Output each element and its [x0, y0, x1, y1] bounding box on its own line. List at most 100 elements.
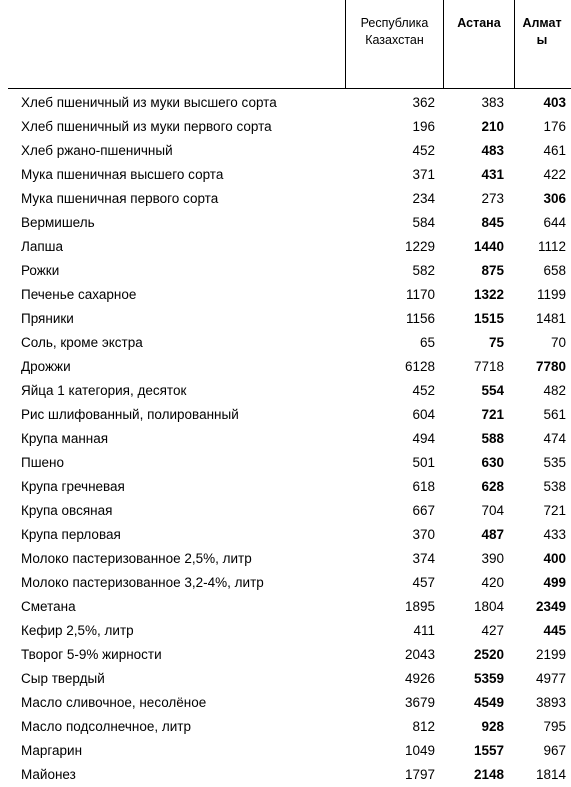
cell-value: 273	[481, 191, 504, 206]
row-label: Крупа гречневая	[21, 479, 125, 494]
row-label: Рис шлифованный, полированный	[21, 407, 239, 422]
cell-value: 420	[481, 575, 504, 590]
cell-value: 433	[543, 527, 566, 542]
row-label: Молоко пастеризованное 2,5%, литр	[21, 551, 252, 566]
row-label: Творог 5-9% жирности	[21, 647, 162, 662]
column-rule	[443, 0, 444, 88]
cell-value: 4549	[473, 695, 504, 710]
cell-value: 1814	[535, 767, 566, 782]
row-label: Мука пшеничная высшего сорта	[21, 167, 224, 182]
row-label: Сыр твердый	[21, 671, 105, 686]
row-label: Сметана	[21, 599, 76, 614]
cell-value: 474	[543, 431, 566, 446]
cell-value: 65	[419, 335, 435, 350]
cell-value: 374	[412, 551, 435, 566]
cell-value: 362	[412, 95, 435, 110]
cell-value: 445	[543, 623, 566, 638]
cell-value: 1515	[473, 311, 504, 326]
column-rule	[345, 0, 346, 88]
cell-value: 499	[543, 575, 566, 590]
cell-value: 1170	[405, 287, 435, 302]
cell-value: 75	[488, 335, 504, 350]
cell-value: 2043	[404, 647, 435, 662]
row-label: Хлеб пшеничный из муки первого сорта	[21, 119, 272, 134]
cell-value: 721	[481, 407, 504, 422]
cell-value: 1322	[473, 287, 504, 302]
cell-value: 812	[412, 719, 435, 734]
row-label: Яйца 1 категория, десяток	[21, 383, 187, 398]
cell-value: 2148	[473, 767, 504, 782]
cell-value: 1797	[404, 767, 435, 782]
cell-value: 1156	[405, 311, 435, 326]
cell-value: 176	[543, 119, 566, 134]
row-label: Рожки	[21, 263, 60, 278]
cell-value: 196	[412, 119, 435, 134]
cell-value: 70	[550, 335, 566, 350]
cell-value: 234	[412, 191, 435, 206]
cell-value: 588	[481, 431, 504, 446]
cell-value: 6128	[404, 359, 435, 374]
row-label: Хлеб пшеничный из муки высшего сорта	[21, 95, 277, 110]
cell-value: 487	[481, 527, 504, 542]
cell-value: 561	[543, 407, 566, 422]
cell-value: 1895	[404, 599, 435, 614]
cell-value: 554	[481, 383, 504, 398]
row-label: Пряники	[21, 311, 74, 326]
row-label: Пшено	[21, 455, 65, 470]
cell-value: 1440	[473, 239, 504, 254]
cell-value: 1481	[535, 311, 566, 326]
cell-value: 7780	[535, 359, 566, 374]
cell-value: 461	[543, 143, 566, 158]
row-label: Кефир 2,5%, литр	[21, 623, 134, 638]
cell-value: 967	[543, 743, 566, 758]
cell-value: 604	[412, 407, 435, 422]
cell-value: 422	[543, 167, 566, 182]
row-label: Молоко пастеризованное 3,2-4%, литр	[21, 575, 264, 590]
cell-value: 630	[481, 455, 504, 470]
cell-value: 390	[481, 551, 504, 566]
cell-value: 628	[481, 479, 504, 494]
cell-value: 5359	[473, 671, 504, 686]
cell-value: 1112	[537, 239, 566, 254]
cell-value: 483	[481, 143, 504, 158]
cell-value: 1049	[404, 743, 435, 758]
row-label: Крупа манная	[21, 431, 109, 446]
header-rule	[8, 88, 571, 89]
cell-value: 3679	[404, 695, 435, 710]
cell-value: 2199	[535, 647, 566, 662]
cell-value: 370	[412, 527, 435, 542]
cell-value: 1804	[473, 599, 504, 614]
cell-value: 494	[412, 431, 435, 446]
cell-value: 875	[481, 263, 504, 278]
cell-value: 4926	[404, 671, 435, 686]
row-label: Печенье сахарное	[21, 287, 137, 302]
cell-value: 400	[543, 551, 566, 566]
cell-value: 210	[481, 119, 504, 134]
row-label: Маргарин	[21, 743, 83, 758]
cell-value: 403	[543, 95, 566, 110]
cell-value: 306	[543, 191, 566, 206]
cell-value: 4977	[535, 671, 566, 686]
cell-value: 501	[412, 455, 435, 470]
row-label: Крупа перловая	[21, 527, 121, 542]
column-header: Алматы	[522, 16, 562, 47]
row-label: Майонез	[21, 767, 76, 782]
cell-value: 667	[412, 503, 435, 518]
cell-value: 383	[481, 95, 504, 110]
cell-value: 452	[412, 143, 435, 158]
cell-value: 928	[481, 719, 504, 734]
cell-value: 452	[412, 383, 435, 398]
cell-value: 1229	[404, 239, 435, 254]
cell-value: 7718	[473, 359, 504, 374]
cell-value: 582	[412, 263, 435, 278]
row-label: Соль, кроме экстра	[21, 335, 143, 350]
cell-value: 535	[543, 455, 566, 470]
row-label: Масло сливочное, несолёное	[21, 695, 207, 710]
cell-value: 658	[543, 263, 566, 278]
cell-value: 584	[412, 215, 435, 230]
cell-value: 371	[412, 167, 435, 182]
row-label: Дрожжи	[21, 359, 71, 374]
cell-value: 538	[543, 479, 566, 494]
cell-value: 482	[543, 383, 566, 398]
